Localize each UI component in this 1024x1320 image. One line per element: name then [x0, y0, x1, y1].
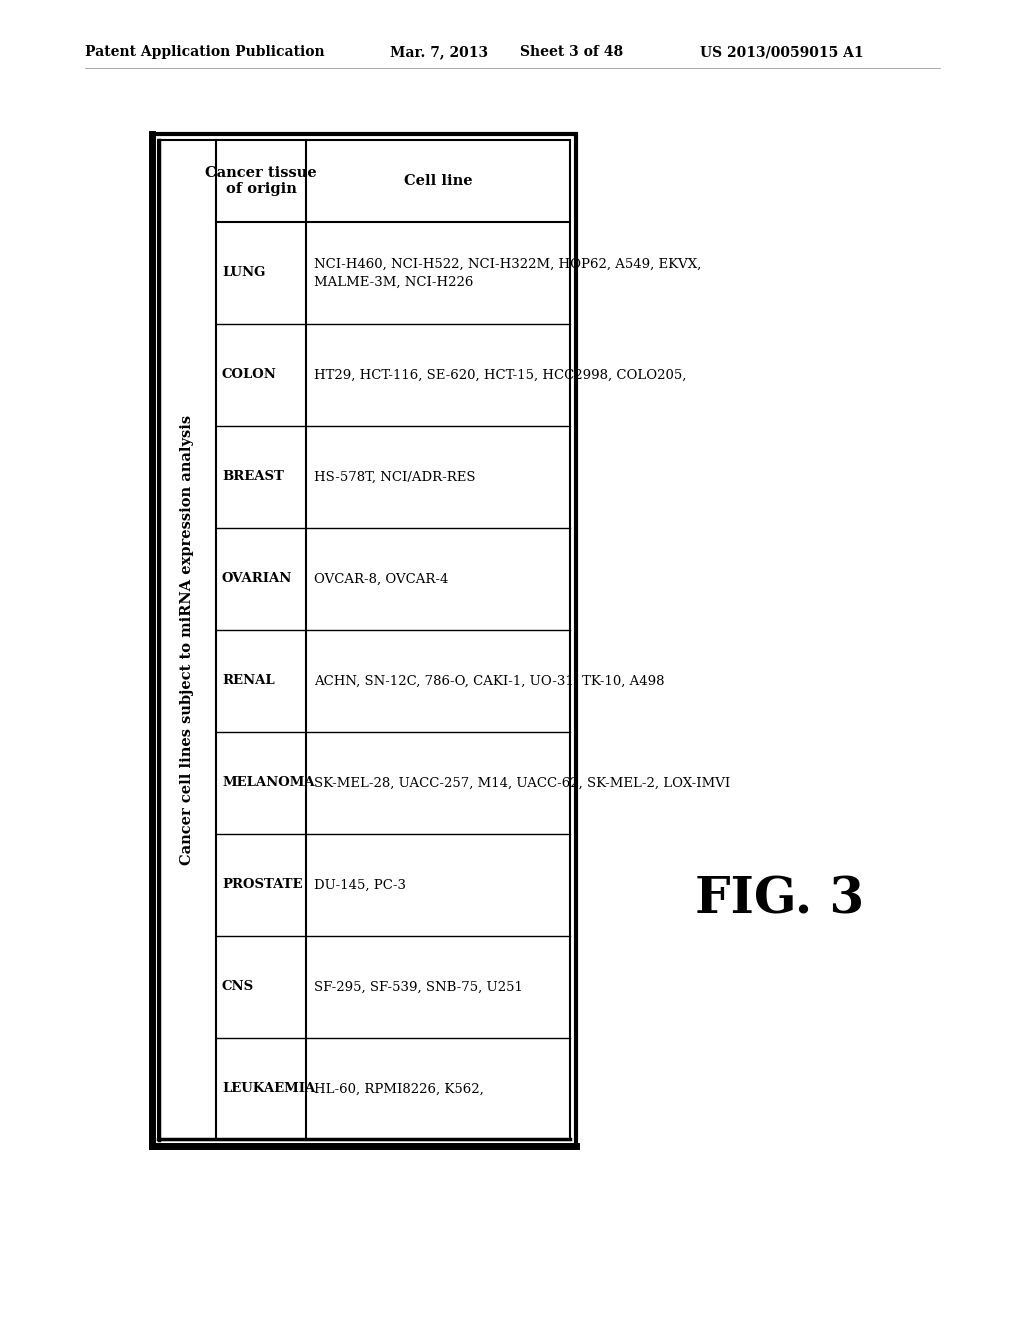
Text: DU-145, PC-3: DU-145, PC-3	[314, 879, 406, 891]
Text: HL-60, RPMI8226, K562,: HL-60, RPMI8226, K562,	[314, 1082, 483, 1096]
Text: LUNG: LUNG	[222, 267, 265, 280]
Text: ACHN, SN-12C, 786-O, CAKI-1, UO-31, TK-10, A498: ACHN, SN-12C, 786-O, CAKI-1, UO-31, TK-1…	[314, 675, 665, 688]
Text: FIG. 3: FIG. 3	[695, 875, 864, 924]
Text: SF-295, SF-539, SNB-75, U251: SF-295, SF-539, SNB-75, U251	[314, 981, 523, 994]
Text: SK-MEL-28, UACC-257, M14, UACC-62, SK-MEL-2, LOX-IMVI: SK-MEL-28, UACC-257, M14, UACC-62, SK-ME…	[314, 776, 730, 789]
Bar	[152, 135, 575, 1146]
Bar	[158, 140, 570, 1140]
Text: RENAL: RENAL	[222, 675, 274, 688]
Text: BREAST: BREAST	[222, 470, 284, 483]
Text: MELANOMA: MELANOMA	[222, 776, 314, 789]
Text: Patent Application Publication: Patent Application Publication	[85, 45, 325, 59]
Text: NCI-H460, NCI-H522, NCI-H322M, HOP62, A549, EKVX,
MALME-3M, NCI-H226: NCI-H460, NCI-H522, NCI-H322M, HOP62, A5…	[314, 257, 701, 289]
Text: OVCAR-8, OVCAR-4: OVCAR-8, OVCAR-4	[314, 573, 449, 586]
Text: OVARIAN: OVARIAN	[222, 573, 293, 586]
Text: COLON: COLON	[222, 368, 276, 381]
Text: HT29, HCT-116, SE-620, HCT-15, HCC2998, COLO205,: HT29, HCT-116, SE-620, HCT-15, HCC2998, …	[314, 368, 686, 381]
Text: Cell line: Cell line	[403, 174, 472, 187]
Text: LEUKAEMIA: LEUKAEMIA	[222, 1082, 315, 1096]
Text: HS-578T, NCI/ADR-RES: HS-578T, NCI/ADR-RES	[314, 470, 475, 483]
Text: CNS: CNS	[222, 981, 254, 994]
Text: US 2013/0059015 A1: US 2013/0059015 A1	[700, 45, 863, 59]
Text: Mar. 7, 2013: Mar. 7, 2013	[390, 45, 488, 59]
Text: PROSTATE: PROSTATE	[222, 879, 302, 891]
Text: Sheet 3 of 48: Sheet 3 of 48	[520, 45, 624, 59]
Text: Cancer tissue
of origin: Cancer tissue of origin	[205, 166, 316, 197]
Text: Cancer cell lines subject to miRNA expression analysis: Cancer cell lines subject to miRNA expre…	[180, 414, 194, 865]
